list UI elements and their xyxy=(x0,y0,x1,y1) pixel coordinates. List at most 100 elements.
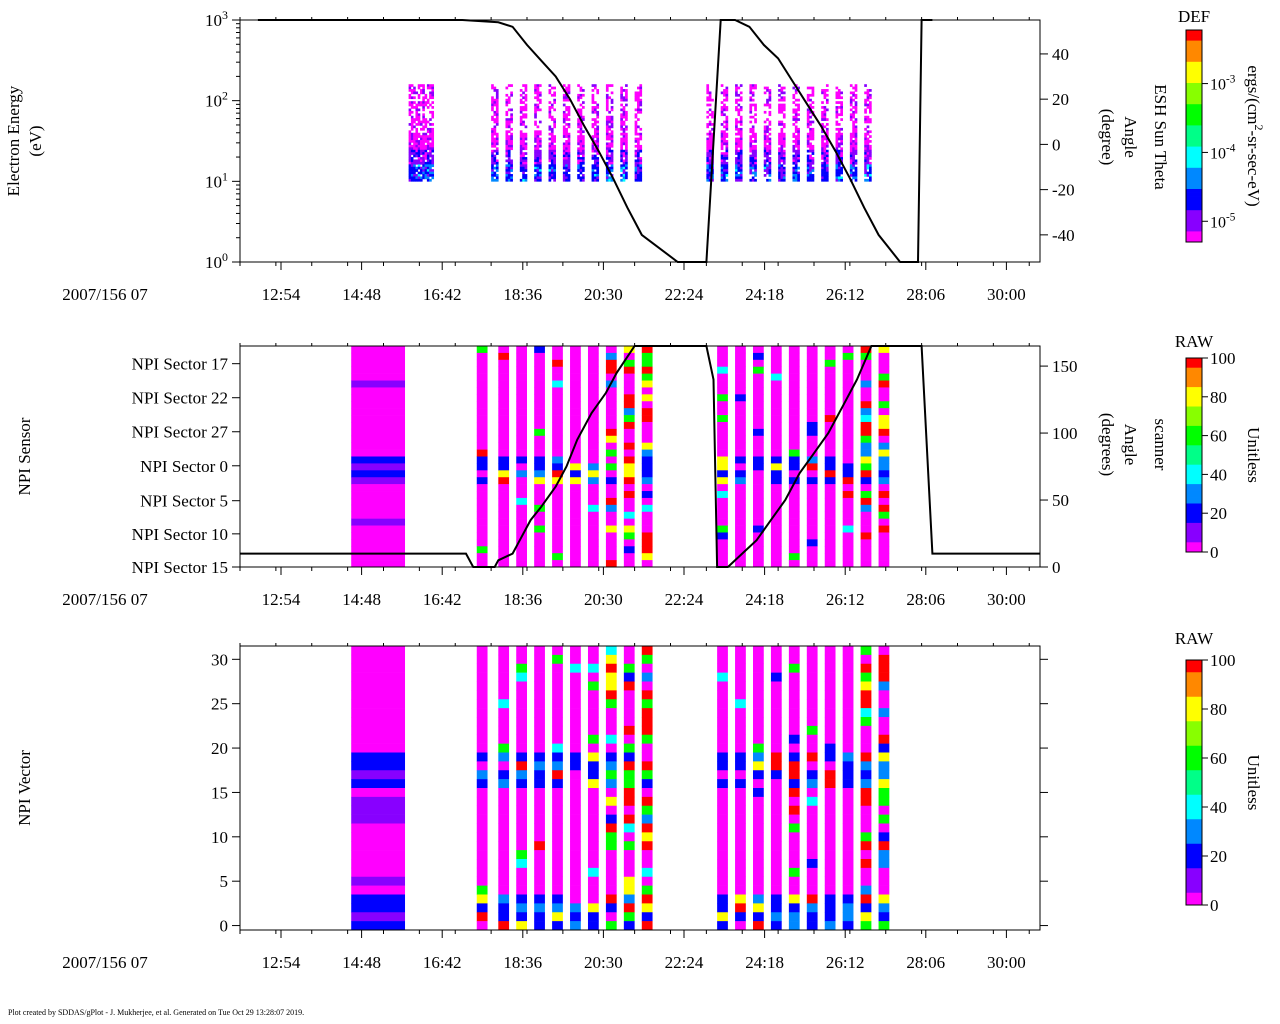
def-cell xyxy=(426,142,430,146)
def-cell xyxy=(522,161,525,165)
def-cell xyxy=(825,142,829,146)
raw-cell xyxy=(788,477,800,485)
raw-cell xyxy=(878,867,890,878)
raw-cell xyxy=(770,428,782,437)
raw-cell xyxy=(623,841,635,851)
def-cell xyxy=(565,147,568,151)
def-cell xyxy=(596,166,600,170)
def-cell xyxy=(837,149,841,153)
def-cell xyxy=(596,127,600,131)
def-cell xyxy=(849,147,853,151)
def-cell xyxy=(519,98,523,102)
def-cell xyxy=(806,154,810,158)
def-cell xyxy=(491,135,494,138)
def-cell xyxy=(735,174,738,177)
def-cell xyxy=(548,132,552,136)
raw-cell xyxy=(351,401,406,409)
def-cell xyxy=(797,142,800,146)
raw-cell xyxy=(351,442,406,450)
x-tick-label: 14:48 xyxy=(342,953,381,972)
def-cell xyxy=(413,132,416,136)
def-cell xyxy=(567,152,571,155)
def-cell xyxy=(840,101,843,104)
raw-cell xyxy=(516,690,527,700)
raw-cell xyxy=(498,408,510,416)
raw-cell xyxy=(770,518,782,526)
raw-cell xyxy=(498,690,510,700)
def-cell xyxy=(591,154,595,158)
def-cell xyxy=(505,118,509,121)
raw-cell xyxy=(717,504,728,513)
def-cell xyxy=(806,178,810,182)
colorbar-swatch xyxy=(1186,367,1202,372)
colorbar-swatch xyxy=(1186,668,1202,673)
raw-cell xyxy=(552,867,563,878)
raw-cell xyxy=(641,717,653,727)
raw-cell xyxy=(842,435,854,443)
def-cell xyxy=(507,157,511,160)
raw-cell xyxy=(476,518,488,526)
def-cell xyxy=(548,176,552,180)
y-axis-title-line: NPI Sensor xyxy=(15,417,34,495)
def-cell xyxy=(431,174,435,177)
def-cell xyxy=(565,152,568,155)
raw-cell xyxy=(770,779,782,789)
def-cell xyxy=(806,93,810,97)
def-cell xyxy=(706,98,710,102)
def-cell xyxy=(519,152,523,155)
def-cell xyxy=(422,166,425,170)
raw-cell xyxy=(770,373,782,381)
raw-cell xyxy=(717,401,728,409)
def-cell xyxy=(424,93,428,97)
x-tick-label: 18:36 xyxy=(503,285,542,304)
raw-cell xyxy=(735,428,746,437)
def-cell xyxy=(778,142,781,146)
def-cell xyxy=(725,171,729,175)
def-cell xyxy=(840,147,843,151)
def-cell xyxy=(491,132,494,136)
def-cell xyxy=(591,135,595,138)
raw-cell xyxy=(735,463,746,471)
def-cell xyxy=(782,174,786,177)
def-cell xyxy=(723,137,726,141)
def-cell xyxy=(751,86,755,90)
def-cell xyxy=(706,137,710,141)
colorbar-swatch xyxy=(1186,660,1202,665)
def-cell xyxy=(825,144,829,148)
colorbar-swatch xyxy=(1186,522,1202,527)
raw-cell xyxy=(824,560,836,568)
def-cell xyxy=(625,89,628,92)
def-cell xyxy=(637,178,640,182)
def-cell xyxy=(596,115,600,119)
raw-cell xyxy=(351,885,406,895)
def-cell xyxy=(868,147,872,151)
def-cell xyxy=(422,125,425,129)
raw-cell xyxy=(534,752,545,762)
def-cell xyxy=(708,96,712,100)
colorbar-swatch xyxy=(1186,798,1202,804)
def-cell xyxy=(854,149,858,153)
def-cell xyxy=(410,91,414,95)
def-cell xyxy=(426,169,430,172)
raw-cell xyxy=(735,408,746,416)
def-cell xyxy=(634,154,638,158)
raw-cell xyxy=(842,850,854,860)
raw-cell xyxy=(753,428,764,437)
raw-cell xyxy=(824,346,836,354)
def-cell xyxy=(413,152,416,155)
def-cell xyxy=(754,86,757,90)
def-cell xyxy=(408,93,412,97)
def-cell xyxy=(553,152,556,155)
def-cell xyxy=(536,147,540,151)
raw-cell xyxy=(753,867,764,878)
raw-cell xyxy=(623,449,635,457)
def-cell xyxy=(510,169,513,172)
def-cell xyxy=(763,86,767,90)
def-cell xyxy=(625,149,628,153)
x-tick-label: 28:06 xyxy=(906,285,945,304)
raw-cell xyxy=(641,401,653,409)
def-cell xyxy=(711,115,714,119)
raw-cell xyxy=(351,352,406,361)
def-cell xyxy=(821,174,824,177)
def-cell xyxy=(610,166,614,170)
